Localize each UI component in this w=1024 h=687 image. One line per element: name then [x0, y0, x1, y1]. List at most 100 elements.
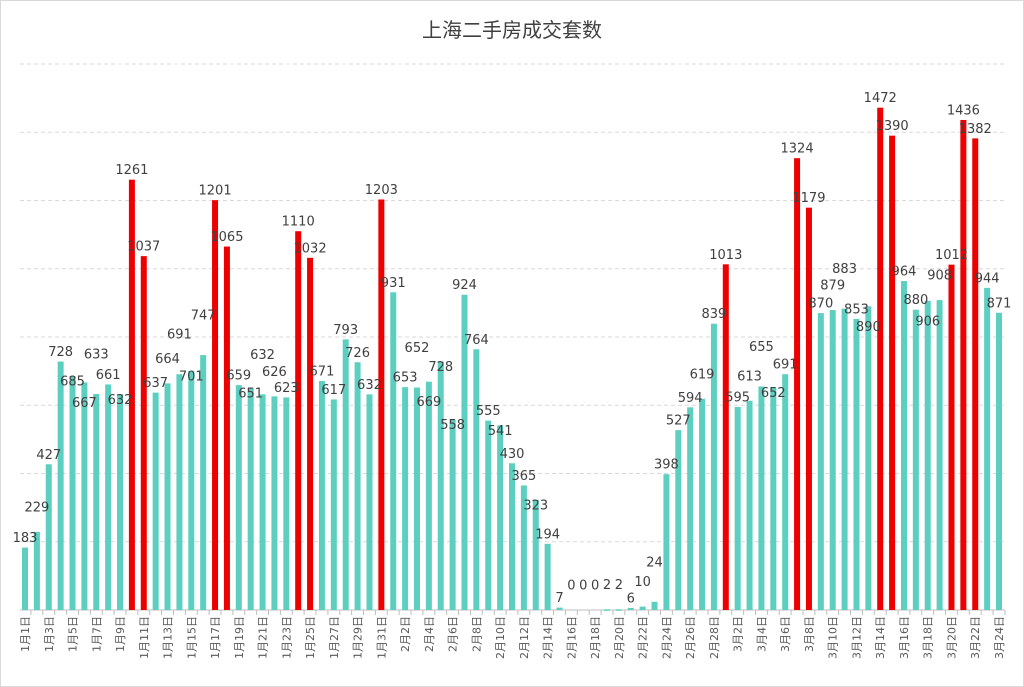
data-label: 931 — [381, 276, 406, 291]
data-label: 655 — [749, 340, 774, 355]
bar — [93, 393, 100, 610]
data-label: 398 — [654, 458, 679, 473]
bar — [663, 474, 670, 610]
data-label: 558 — [440, 418, 465, 433]
bar — [378, 199, 385, 610]
data-label: 194 — [535, 527, 560, 542]
bar — [485, 420, 492, 610]
data-label: 229 — [24, 500, 49, 515]
data-label: 1382 — [959, 122, 992, 137]
bar — [675, 430, 682, 610]
bar — [152, 392, 159, 610]
bar — [330, 399, 337, 610]
x-tick-label: 3月22日 — [969, 616, 982, 659]
bar — [69, 376, 76, 610]
x-tick-label: 2月12日 — [518, 616, 531, 659]
bar — [164, 383, 171, 610]
data-label: 0 — [591, 579, 599, 594]
x-tick-label: 3月20日 — [945, 616, 958, 659]
data-label: 661 — [96, 368, 121, 383]
data-label: 1110 — [282, 215, 315, 230]
bar — [853, 318, 860, 610]
x-tick-label: 1月29日 — [352, 616, 365, 659]
bar — [722, 264, 729, 610]
data-label: 691 — [773, 358, 798, 373]
data-label: 652 — [405, 341, 430, 356]
bar — [235, 385, 242, 610]
bar — [936, 300, 943, 610]
x-tick-label: 1月1日 — [19, 616, 32, 652]
bar — [996, 312, 1002, 610]
data-label: 10 — [634, 575, 651, 590]
bar — [57, 361, 64, 610]
data-label: 793 — [333, 323, 358, 338]
bar — [699, 398, 706, 610]
bar — [45, 464, 52, 610]
bar — [948, 264, 955, 610]
chart-title: 上海二手房成交套数 — [422, 18, 602, 42]
bar — [829, 310, 836, 610]
bar — [746, 400, 753, 610]
bar — [817, 313, 824, 610]
bar — [390, 292, 397, 610]
data-label: 685 — [60, 375, 85, 390]
data-label: 651 — [238, 386, 263, 401]
bar — [794, 158, 801, 610]
data-label: 1203 — [365, 183, 398, 198]
bar — [105, 384, 112, 610]
data-label: 664 — [155, 352, 180, 367]
bar — [758, 386, 765, 610]
bar — [865, 306, 872, 610]
data-label: 7 — [555, 591, 563, 606]
x-tick-label: 1月9日 — [114, 616, 127, 652]
data-label: 2 — [603, 578, 611, 593]
bar — [615, 609, 622, 611]
bar — [128, 179, 135, 610]
bar — [532, 499, 539, 610]
data-label: 323 — [523, 498, 548, 513]
bar — [509, 463, 515, 610]
x-tick-label: 2月28日 — [708, 616, 721, 659]
bar — [782, 374, 789, 610]
data-label: 183 — [13, 531, 38, 546]
bar — [449, 419, 456, 610]
data-label: 613 — [737, 369, 762, 384]
bar — [413, 387, 420, 610]
bar — [318, 381, 325, 610]
data-label: 659 — [226, 369, 251, 384]
x-tick-label: 2月14日 — [542, 616, 555, 659]
x-tick-label: 2月2日 — [399, 616, 412, 652]
bar — [223, 246, 230, 610]
data-label: 671 — [310, 365, 335, 380]
data-label: 839 — [702, 307, 727, 322]
data-label: 1179 — [792, 191, 825, 206]
x-tick-label: 1月7日 — [90, 616, 103, 652]
data-label: 924 — [452, 278, 477, 293]
data-label: 555 — [476, 404, 501, 419]
data-label: 632 — [250, 348, 275, 363]
x-tick-label: 1月31日 — [375, 616, 388, 659]
data-label: 653 — [393, 371, 418, 386]
bar — [556, 607, 563, 610]
bar — [710, 323, 717, 610]
bar — [924, 300, 931, 610]
data-label: 1065 — [210, 230, 243, 245]
x-tick-label: 2月18日 — [589, 616, 602, 659]
bar — [200, 355, 207, 610]
data-label: 2 — [615, 578, 623, 593]
bar — [354, 362, 361, 610]
bar — [437, 361, 444, 610]
bar — [770, 387, 777, 610]
data-label: 632 — [108, 393, 133, 408]
bar — [877, 107, 884, 611]
data-label: 726 — [345, 346, 370, 361]
data-label: 633 — [84, 347, 109, 362]
data-label: 1261 — [115, 163, 148, 178]
bar — [271, 396, 278, 610]
bar — [544, 543, 551, 610]
bar — [805, 207, 812, 610]
bar — [33, 531, 40, 610]
data-label: 541 — [488, 424, 513, 439]
bar — [984, 287, 991, 610]
bar — [497, 425, 504, 610]
